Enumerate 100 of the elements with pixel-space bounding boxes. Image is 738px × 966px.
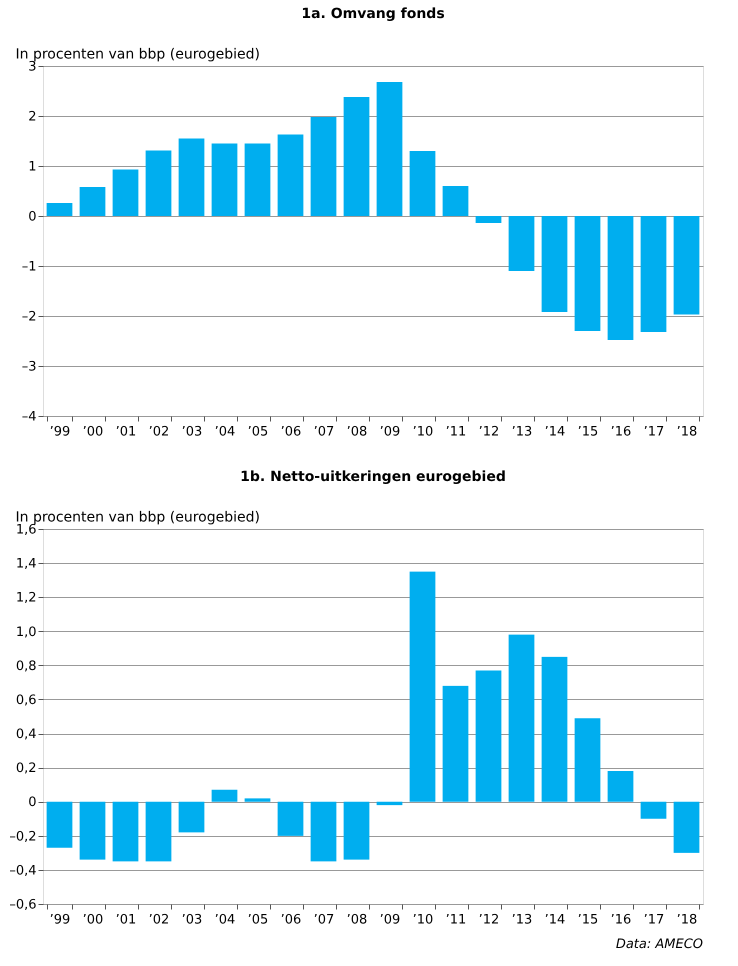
chart-title: 1b. Netto-uitkeringen eurogebied	[240, 469, 506, 485]
bar	[574, 216, 600, 331]
x-tick-label: ’99	[50, 424, 70, 440]
bar	[278, 802, 304, 836]
x-tick-label: ’00	[82, 424, 104, 440]
x-tick-label: ’06	[280, 424, 302, 440]
y-tick-label: –0,6	[9, 898, 36, 912]
y-tick-label: –0,4	[9, 863, 36, 878]
x-tick-label: ’01	[116, 424, 136, 440]
y-tick-label: 1,2	[16, 590, 36, 606]
bar	[640, 216, 666, 332]
x-tick-label: ’04	[214, 424, 236, 440]
y-tick-label: 1,4	[16, 556, 36, 572]
y-tick-label: 0,2	[16, 761, 36, 776]
bar	[674, 216, 700, 314]
bar	[112, 802, 138, 862]
bar	[376, 82, 402, 216]
y-tick-label: 1	[28, 160, 36, 174]
y-tick-label: 2	[28, 110, 36, 124]
y-tick-label: 0,6	[16, 692, 36, 708]
bar	[146, 802, 172, 862]
x-tick-label: ’18	[676, 912, 698, 928]
x-tick-label: ’13	[512, 424, 532, 440]
x-tick-label: ’07	[314, 424, 334, 440]
x-tick-label: ’13	[512, 912, 532, 928]
x-tick-label: ’01	[116, 912, 136, 928]
x-tick-label: ’03	[182, 912, 202, 928]
x-tick-label: ’03	[182, 424, 202, 440]
bar	[178, 802, 204, 832]
bar	[278, 134, 304, 216]
x-tick-label: ’99	[50, 912, 70, 928]
bar	[212, 790, 238, 802]
x-tick-label: ’10	[412, 424, 434, 440]
bar	[442, 186, 468, 216]
bar	[508, 216, 534, 271]
y-tick-label: 0	[28, 210, 36, 224]
x-tick-label: ’02	[148, 912, 170, 928]
x-tick-label: ’05	[248, 424, 268, 440]
y-tick-label: 0,4	[16, 727, 36, 742]
x-tick-label: ’06	[280, 912, 302, 928]
bar	[80, 187, 106, 216]
x-tick-label: ’16	[610, 424, 632, 440]
x-tick-label: ’08	[346, 424, 368, 440]
x-tick-label: ’18	[676, 424, 698, 440]
y-tick-label: –0,2	[9, 829, 36, 844]
bar	[410, 572, 436, 802]
x-tick-label: ’04	[214, 912, 236, 928]
bar	[640, 802, 666, 819]
x-tick-label: ’05	[248, 912, 268, 928]
y-tick-label: 3	[28, 60, 36, 74]
x-tick-label: ’15	[578, 424, 598, 440]
bar	[310, 117, 336, 216]
y-tick-label: –2	[22, 310, 36, 324]
bar	[674, 802, 700, 853]
bar	[508, 634, 534, 802]
bar	[46, 802, 72, 848]
bar	[476, 670, 502, 802]
x-tick-label: ’12	[478, 424, 500, 440]
x-tick-label: ’17	[644, 424, 664, 440]
bar	[112, 170, 138, 216]
bar	[542, 656, 568, 802]
bar	[80, 802, 106, 860]
x-tick-label: ’14	[544, 424, 566, 440]
bar	[410, 151, 436, 216]
x-tick-label: ’15	[578, 912, 598, 928]
x-tick-label: ’00	[82, 912, 104, 928]
bar	[212, 144, 238, 216]
y-tick-label: –1	[22, 260, 36, 274]
x-tick-label: ’07	[314, 912, 334, 928]
y-tick-label: –4	[22, 410, 36, 424]
chart-title: 1a. Omvang fonds	[301, 6, 445, 22]
bar	[476, 216, 502, 223]
bar	[608, 771, 634, 802]
text: Data: AMECO	[616, 937, 703, 952]
x-tick-label: ’09	[380, 424, 400, 440]
bar	[46, 203, 72, 216]
bar	[146, 150, 172, 216]
y-tick-label: 0	[28, 795, 36, 810]
bar	[344, 802, 370, 860]
x-tick-label: ’09	[380, 912, 400, 928]
y-tick-label: 0,8	[16, 658, 36, 674]
bar	[608, 216, 634, 340]
y-tick-label: 1,0	[16, 624, 36, 640]
bar	[376, 802, 402, 806]
y-tick-label: –3	[22, 360, 36, 374]
bar	[574, 718, 600, 802]
bar	[178, 138, 204, 216]
x-tick-label: ’16	[610, 912, 632, 928]
bar	[244, 144, 270, 216]
x-tick-label: ’11	[446, 912, 466, 928]
x-tick-label: ’10	[412, 912, 434, 928]
y-tick-label: 1,6	[16, 522, 36, 538]
bar	[442, 686, 468, 802]
x-tick-label: ’11	[446, 424, 466, 440]
x-tick-label: ’02	[148, 424, 170, 440]
x-tick-label: ’14	[544, 912, 566, 928]
x-tick-label: ’12	[478, 912, 500, 928]
bar	[344, 97, 370, 216]
x-tick-label: ’17	[644, 912, 664, 928]
x-tick-label: ’08	[346, 912, 368, 928]
